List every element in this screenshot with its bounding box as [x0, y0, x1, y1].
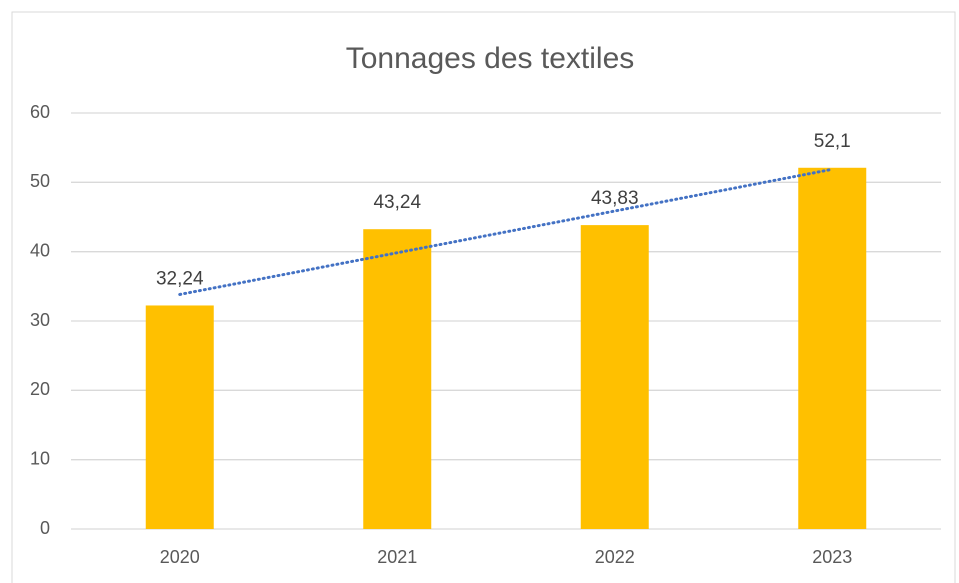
x-tick-label: 2023 — [812, 547, 852, 567]
data-label: 32,24 — [156, 268, 204, 289]
y-tick-label: 40 — [30, 240, 50, 260]
bar — [145, 305, 214, 529]
y-tick-label: 30 — [30, 310, 50, 330]
y-tick-label: 0 — [40, 518, 50, 538]
data-label: 43,24 — [373, 192, 421, 213]
chart-title: Tonnages des textiles — [346, 42, 635, 75]
y-tick-label: 20 — [30, 379, 50, 399]
y-tick-label: 10 — [30, 448, 50, 468]
x-tick-label: 2020 — [160, 547, 200, 567]
y-tick-label: 50 — [30, 171, 50, 191]
x-tick-label: 2022 — [595, 547, 635, 567]
data-label: 43,83 — [591, 188, 639, 209]
y-tick-label: 60 — [30, 102, 50, 122]
trendline — [178, 167, 834, 296]
bar — [363, 229, 432, 529]
bar — [798, 167, 867, 530]
x-tick-label: 2021 — [377, 547, 417, 567]
data-label: 52,1 — [814, 131, 851, 152]
bar — [580, 225, 649, 529]
